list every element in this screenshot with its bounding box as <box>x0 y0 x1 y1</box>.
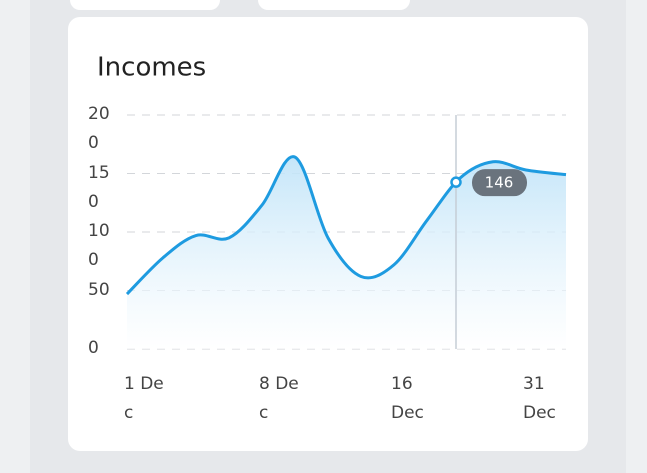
x-tick-label: 8 Dec <box>259 374 299 423</box>
y-tick-label: 100 <box>88 221 110 270</box>
y-tick-label: 0 <box>88 338 99 358</box>
y-tick-label: 50 <box>88 279 110 300</box>
tooltip <box>472 169 527 197</box>
y-tick-label: 150 <box>88 162 110 212</box>
x-tick-label: 1 Dec <box>124 374 164 423</box>
top-card <box>70 0 220 10</box>
tooltip-value: 146 <box>485 174 514 192</box>
top-card <box>258 0 410 10</box>
x-tick-label: 16 Dec <box>391 374 424 423</box>
x-tick-label: 31 Dec <box>523 374 556 423</box>
line <box>125 155 567 296</box>
point-marker <box>450 176 462 188</box>
y-tick-label: 200 <box>88 104 110 153</box>
chart-title: Incomes <box>97 53 206 83</box>
